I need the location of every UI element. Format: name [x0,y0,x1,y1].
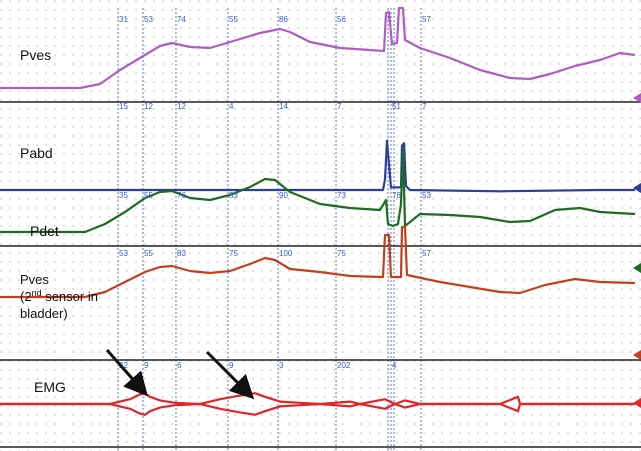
pves-label: Pves [20,47,51,63]
pabd-marker-value-2: 12 [177,102,186,111]
pabd-marker-value-3: 4 [229,102,234,111]
pves-axis-tick [633,93,641,103]
pves-2nd-axis-tick [633,350,641,360]
pves-2nd-marker-value-1: 55 [144,249,153,258]
pdet-marker-value-1: 55 [144,191,153,200]
pves-marker-value-7: 57 [422,15,431,24]
pves-2nd-marker-value-7: 57 [422,249,431,258]
panel-separators [0,101,641,448]
emg-label: EMG [34,379,66,395]
arrow-1-icon [105,349,148,397]
pabd-marker-value-1: 12 [144,102,153,111]
pves-marker-value-1: 53 [144,15,153,24]
right-axis-ticks [633,93,641,408]
pves-2nd-line3: bladder) [20,306,68,321]
pves-marker-value-0: 31 [119,15,128,24]
pves-marker-value-2: 74 [177,15,186,24]
pabd-marker-value-6: 51 [392,102,401,111]
pves-marker-value-4: 86 [279,15,288,24]
pabd-marker-value-4: 14 [279,102,288,111]
pves-2nd-marker-value-2: 83 [177,249,186,258]
pdet-label: Pdet [30,223,59,239]
pdet-marker-value-4: 90 [279,191,288,200]
emg-axis-tick [633,398,641,408]
emg-marker-value-6: 4 [392,361,397,370]
pves-2nd-marker-value-3: 75 [229,249,238,258]
pves-2nd-line1: Pves [20,272,49,287]
emg-marker-value-2: 6 [177,361,182,370]
pves-2nd-marker-value-4: 100 [279,249,293,258]
pdet-trace [0,148,636,234]
pabd-label: Pabd [20,145,53,161]
pdet-marker-value-3: 53 [229,191,238,200]
pves-trace [0,6,636,90]
emg-marker-value-3: 9 [229,361,234,370]
pves-marker-value-5: 56 [337,15,346,24]
pdet-marker-value-0: 35 [119,191,128,200]
pabd-axis-tick [633,183,641,193]
pabd-marker-value-5: 7 [337,102,342,111]
pabd-marker-value-0: 15 [119,102,128,111]
emg-marker-value-4: 3 [279,361,284,370]
emg-trace-lower [0,402,635,416]
arrow-2-icon [205,350,255,400]
emg-marker-value-1: 9 [144,361,149,370]
pdet-marker-value-5: 73 [337,191,346,200]
emg-marker-value-5: 202 [337,361,351,370]
pdet-axis-tick [633,263,641,273]
pves-2nd-marker-value-5: 75 [337,249,346,258]
pves-marker-value-3: 55 [229,15,238,24]
pabd-marker-value-7: 7 [422,102,427,111]
emg-marker-value-0: 22 [119,361,128,370]
pdet-marker-value-7: 53 [422,191,431,200]
pdet-marker-value-6: 78 [392,191,401,200]
pdet-marker-value-2: 76 [177,191,186,200]
pves-2nd-sensor-label: Pves (2nd sensor in bladder) [20,272,102,321]
pves-2nd-trace [0,225,636,299]
annotation-arrows [105,349,255,400]
marker-lines [117,8,422,451]
channel-labels: Pves Pabd Pdet Pves (2nd sensor in bladd… [20,47,102,395]
pves-2nd-marker-value-0: 53 [119,249,128,258]
